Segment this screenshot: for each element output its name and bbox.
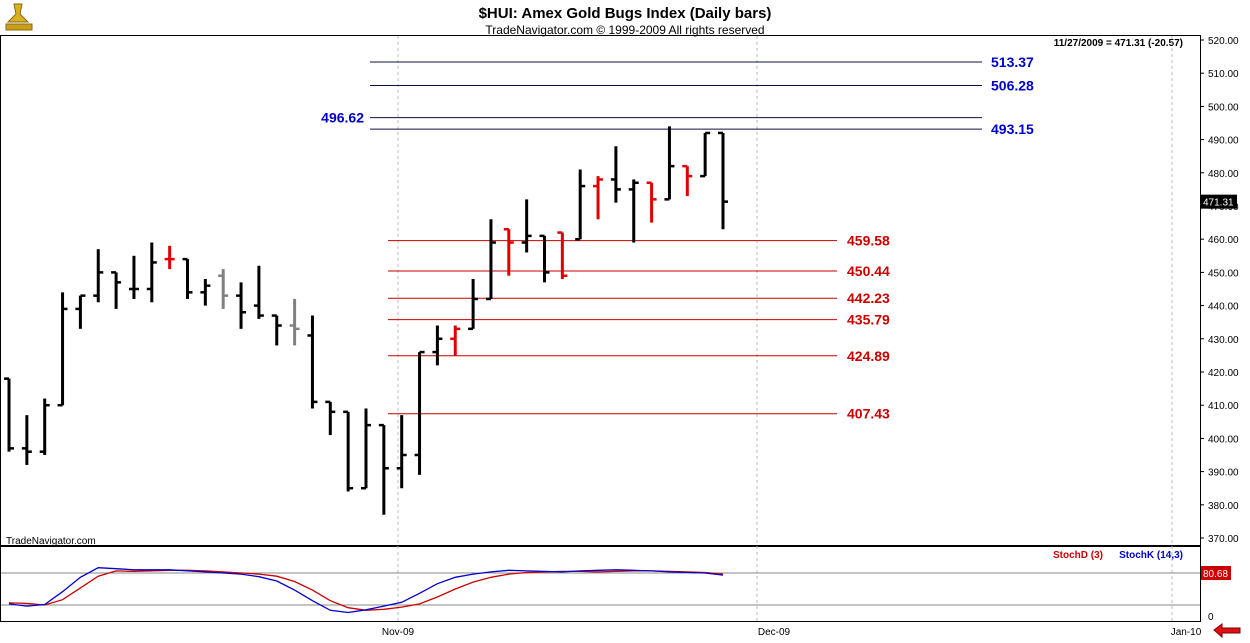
y-tick-label: 450.00 bbox=[1208, 268, 1239, 279]
ohlc-bar bbox=[361, 408, 371, 490]
y-tick-label: 480.00 bbox=[1208, 169, 1239, 180]
stoch-zero-tick: 0 bbox=[1208, 612, 1214, 623]
red-level-label: 459.58 bbox=[847, 233, 890, 249]
ohlc-bar bbox=[218, 269, 229, 309]
chart-subtitle: TradeNavigator.com © 1999-2009 All right… bbox=[485, 23, 764, 37]
fib-level-lines: 513.37 506.28 496.62 493.15 459.58 450.44 442.… bbox=[321, 54, 1034, 422]
x-tick-jan-10: Jan-10 bbox=[1171, 627, 1202, 638]
ohlc-bar bbox=[182, 257, 193, 299]
ohlc-bar bbox=[271, 314, 282, 346]
ohlc-bar bbox=[39, 398, 50, 455]
price-panel-frame bbox=[0, 35, 1201, 546]
x-tick-nov-09: Nov-09 bbox=[382, 627, 415, 638]
y-tick-label: 420.00 bbox=[1208, 368, 1239, 379]
red-level-label: 407.43 bbox=[847, 406, 890, 422]
y-tick-label: 400.00 bbox=[1208, 434, 1239, 445]
red-level-label: 424.89 bbox=[847, 348, 890, 364]
blue-level-label: 513.37 bbox=[991, 54, 1034, 70]
y-tick-label: 460.00 bbox=[1208, 235, 1239, 246]
y-tick-label: 500.00 bbox=[1208, 102, 1239, 113]
ohlc-bar bbox=[628, 179, 639, 243]
blue-level-label: 496.62 bbox=[321, 110, 364, 126]
stochk-line bbox=[8, 567, 724, 614]
ohlc-bar bbox=[378, 423, 389, 515]
blue-level-label: 493.15 bbox=[991, 121, 1034, 137]
ohlc-bar bbox=[343, 410, 354, 492]
ohlc-bar bbox=[539, 234, 550, 283]
ohlc-bar bbox=[236, 282, 247, 329]
y-tick-label: 490.00 bbox=[1208, 136, 1239, 147]
price-axis: 520.00510.00500.00490.00480.00470.00460.… bbox=[1200, 36, 1239, 545]
trade-navigator-logo[interactable] bbox=[5, 3, 33, 31]
y-tick-label: 430.00 bbox=[1208, 335, 1239, 346]
y-tick-label: 380.00 bbox=[1208, 501, 1239, 512]
ohlc-bar bbox=[557, 231, 568, 280]
ohlc-bar bbox=[146, 242, 157, 303]
stochastic-lines bbox=[8, 567, 724, 614]
red-level-label: 442.23 bbox=[847, 290, 890, 306]
ohlc-bar bbox=[253, 265, 264, 319]
ohlc-bar bbox=[57, 292, 68, 407]
ohlc-bar bbox=[307, 315, 318, 409]
ohlc-bar bbox=[414, 350, 425, 475]
ohlc-bar bbox=[164, 245, 175, 270]
ohlc-bar bbox=[4, 377, 14, 452]
y-tick-label: 410.00 bbox=[1208, 401, 1239, 412]
stochd-line bbox=[8, 569, 724, 611]
time-axis: Nov-09 Dec-09 Jan-10 bbox=[382, 627, 1202, 638]
ohlc-bar bbox=[593, 176, 604, 220]
scroll-left-arrow-icon[interactable] bbox=[1213, 623, 1241, 639]
ohlc-bar bbox=[111, 271, 122, 309]
ohlc-bar bbox=[718, 131, 728, 230]
y-tick-label: 440.00 bbox=[1208, 302, 1239, 313]
blue-level-label: 506.28 bbox=[991, 78, 1034, 94]
ohlc-bar bbox=[610, 146, 621, 203]
ohlc-bar bbox=[450, 325, 461, 356]
ohlc-bar bbox=[75, 294, 86, 329]
ohlc-bar bbox=[128, 255, 139, 299]
ohlc-bar bbox=[503, 227, 514, 276]
ohlc-bar bbox=[682, 164, 693, 197]
y-tick-label: 390.00 bbox=[1208, 468, 1239, 479]
ohlc-bar bbox=[396, 415, 407, 489]
last-value-label: 471.31 bbox=[1203, 198, 1234, 209]
stoch-panel-frame bbox=[0, 546, 1201, 622]
price-bars bbox=[4, 126, 728, 515]
stochd-legend: StochD (3) bbox=[1053, 550, 1103, 561]
y-tick-label: 520.00 bbox=[1208, 36, 1239, 47]
ohlc-bar bbox=[21, 415, 32, 465]
y-tick-label: 510.00 bbox=[1208, 69, 1239, 80]
ohlc-bar bbox=[664, 126, 675, 201]
red-level-label: 435.79 bbox=[847, 312, 890, 328]
ohlc-bar bbox=[432, 325, 443, 366]
ohlc-bar bbox=[646, 181, 657, 223]
ohlc-bar bbox=[200, 279, 211, 306]
x-tick-dec-09: Dec-09 bbox=[758, 627, 791, 638]
stoch-last-value: 80.68 bbox=[1203, 569, 1228, 580]
ohlc-bar bbox=[468, 279, 479, 331]
ohlc-bar bbox=[521, 199, 532, 253]
y-tick-label: 370.00 bbox=[1208, 534, 1239, 545]
vertical-gridlines bbox=[397, 36, 1173, 622]
watermark: TradeNavigator.com bbox=[6, 536, 96, 547]
ohlc-bar bbox=[93, 249, 104, 303]
stoch-value-tag: 80.68 bbox=[1201, 566, 1231, 580]
ohlc-bar bbox=[325, 400, 336, 436]
ohlc-bar bbox=[485, 219, 496, 301]
ohlc-bar bbox=[700, 131, 711, 178]
status-readout: 11/27/2009 = 471.31 (-20.57) bbox=[1054, 38, 1183, 49]
stochk-legend: StochK (14,3) bbox=[1119, 550, 1183, 561]
red-level-label: 450.44 bbox=[847, 263, 890, 279]
ohlc-bar bbox=[289, 298, 300, 346]
ohlc-bar bbox=[575, 169, 586, 241]
chart-title: $HUI: Amex Gold Bugs Index (Daily bars) bbox=[479, 5, 772, 22]
last-value-tag: 471.31 bbox=[1201, 194, 1237, 209]
